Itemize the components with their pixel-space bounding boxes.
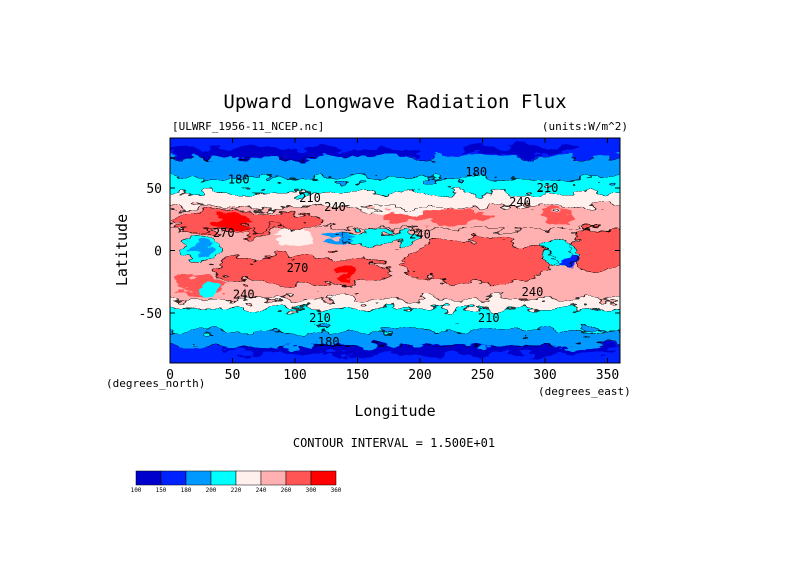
warm-region	[537, 209, 573, 221]
contour-label: 180	[318, 335, 340, 349]
warm-region	[570, 228, 620, 272]
cold-region	[326, 233, 354, 243]
contour-interval-text: CONTOUR INTERVAL = 1.500E+01	[293, 436, 495, 450]
contour-lines	[170, 156, 620, 348]
x-axis: 0 50 100 150 200 250 300 350	[166, 138, 619, 383]
contour-label: 270	[213, 226, 235, 240]
x-tick-label: 300	[533, 368, 556, 383]
contour-label: 240	[324, 200, 346, 214]
colorbar-swatch	[285, 470, 312, 486]
colorbar-swatch	[260, 470, 287, 486]
colorbar-tick-label: 220	[231, 487, 242, 494]
x-tick-label: 50	[225, 368, 241, 383]
colorbar-tick-label: 240	[256, 487, 267, 494]
colorbar-tick-label: 200	[206, 487, 217, 494]
colorbar-tick-label: 150	[156, 487, 167, 494]
x-tick-label: 0	[166, 368, 174, 383]
y-axis: 50 0 -50	[139, 182, 620, 322]
cold-region	[560, 256, 576, 268]
band-transition-north	[170, 193, 620, 207]
warm-region	[402, 240, 558, 284]
x-unit-label: (degrees_east)	[538, 385, 631, 398]
colorbar-tick-label: 360	[331, 487, 342, 494]
band-midlat-north	[170, 179, 620, 193]
y-tick-label: 0	[154, 245, 162, 260]
x-tick-label: 150	[346, 368, 369, 383]
file-label: [ULWRF_1956-11_NCEP.nc]	[172, 120, 324, 133]
colorbar-swatch	[135, 470, 162, 486]
cold-region	[336, 231, 420, 245]
contour-label: 240	[522, 285, 544, 299]
colorbar-swatch	[160, 470, 187, 486]
cold-region	[372, 202, 448, 214]
contour-label: 210	[478, 311, 500, 325]
warm-region	[335, 262, 355, 278]
colorbar-swatch	[210, 470, 237, 486]
units-label: (units:W/m^2)	[542, 120, 628, 133]
colorbar-swatch	[310, 470, 337, 486]
band-subpolar-north	[170, 157, 620, 179]
y-unit-label: (degrees_north)	[106, 377, 205, 390]
contour-label: 240	[409, 227, 431, 241]
contour-label: 180	[228, 172, 250, 186]
band-transition-south	[170, 299, 620, 309]
colorbar-swatch	[185, 470, 212, 486]
contour-label: 210	[309, 311, 331, 325]
contour-label: 240	[233, 287, 255, 301]
cold-region	[277, 230, 313, 246]
colorbar-tick-label: 100	[131, 487, 142, 494]
warm-region	[213, 215, 257, 229]
colorbar: 100 150 180 200 220 240 260 300 360	[131, 470, 342, 494]
x-tick-label: 100	[283, 368, 306, 383]
colorbar-swatch	[235, 470, 262, 486]
x-tick-label: 250	[471, 368, 494, 383]
cold-region	[191, 241, 209, 255]
band-midlat-south	[170, 309, 620, 331]
y-axis-label: Latitude	[113, 214, 131, 286]
contour-label: 210	[299, 191, 321, 205]
cold-region	[170, 147, 420, 159]
colorbar-tick-label: 260	[281, 487, 292, 494]
cold-region	[220, 345, 620, 355]
colorbar-tick-label: 300	[306, 487, 317, 494]
y-tick-label: -50	[139, 307, 162, 322]
y-tick-label: 50	[146, 182, 162, 197]
x-axis-label: Longitude	[354, 402, 435, 420]
contour-label: 210	[537, 181, 559, 195]
colorbar-tick-label: 180	[181, 487, 192, 494]
chart-title: Upward Longwave Radiation Flux	[223, 91, 566, 113]
cold-region	[199, 285, 217, 295]
contour-label: 240	[509, 195, 531, 209]
contour-label: 180	[465, 165, 487, 179]
x-tick-label: 200	[408, 368, 431, 383]
x-tick-label: 350	[596, 368, 619, 383]
contour-label: 270	[287, 261, 309, 275]
cold-region	[460, 145, 580, 155]
band-subpolar-south	[170, 331, 620, 347]
